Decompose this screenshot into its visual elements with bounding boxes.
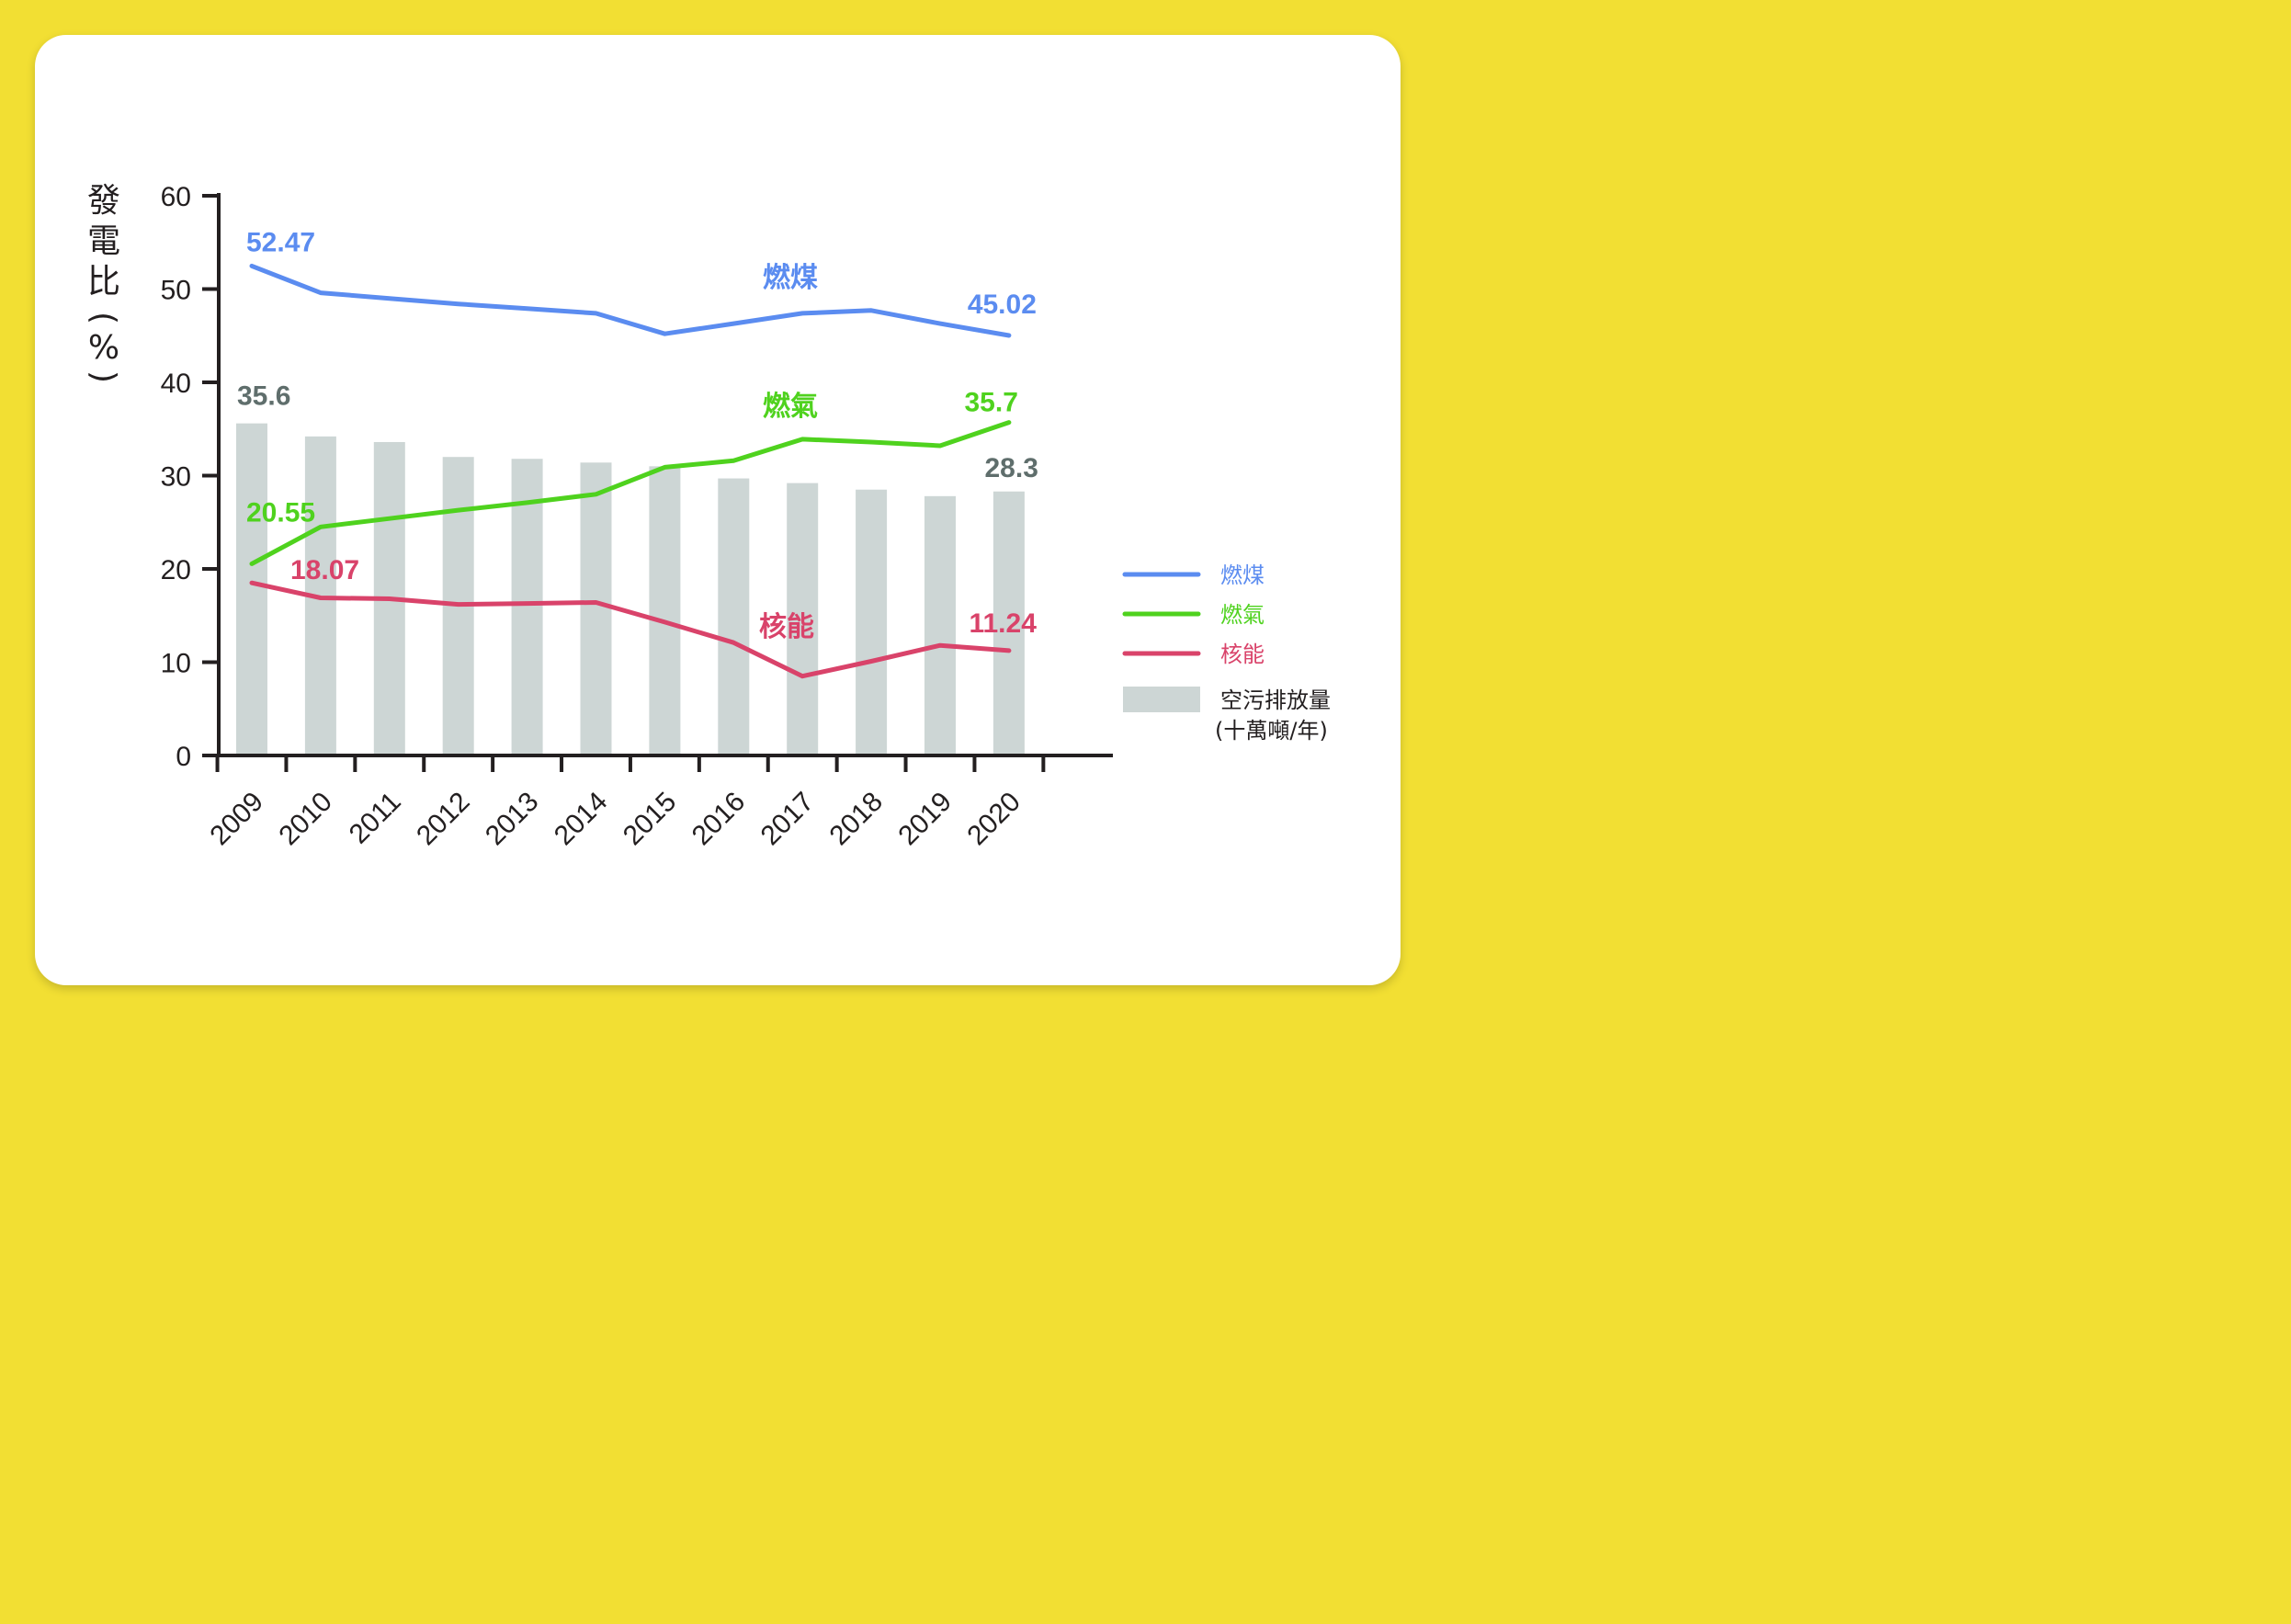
gas-last-label: 35.7 <box>965 388 1018 418</box>
x-tick-label: 2013 <box>480 787 545 852</box>
x-tick-label: 2014 <box>549 787 614 852</box>
y-axis-title-char: 電 <box>87 222 120 260</box>
y-tick-label: 20 <box>161 555 191 585</box>
y-tick-label: 0 <box>176 742 191 772</box>
emission-bar <box>992 491 1025 755</box>
emission-bar <box>856 489 888 755</box>
coal-series-label: 燃煤 <box>763 262 818 294</box>
y-tick-label: 30 <box>161 462 191 493</box>
coal-last-label: 45.02 <box>968 290 1037 320</box>
legend-label-coal: 燃煤 <box>1220 562 1265 588</box>
x-tick-label: 2017 <box>755 787 821 852</box>
y-tick-label: 40 <box>161 369 191 399</box>
emission-bar <box>787 483 819 755</box>
emission-bar <box>924 495 956 755</box>
x-tick-label: 2019 <box>892 787 958 852</box>
x-tick-label: 2018 <box>824 787 890 852</box>
y-axis-title-char: % <box>88 329 119 367</box>
x-tick-label: 2009 <box>204 787 269 852</box>
gas-first-label: 20.55 <box>246 497 315 528</box>
legend-label-nuclear: 核能 <box>1220 642 1265 667</box>
x-tick-label: 2011 <box>344 787 407 850</box>
gas-series-label: 燃氣 <box>763 391 818 423</box>
coal-first-label: 52.47 <box>246 227 315 257</box>
legend-label-emission: 空污排放量 <box>1220 687 1331 713</box>
legend-swatch-emission <box>1123 687 1200 712</box>
x-tick-label: 2016 <box>686 787 752 852</box>
x-tick-label: 2020 <box>961 787 1026 852</box>
x-tick-label: 2015 <box>618 787 683 852</box>
bar-first-label: 35.6 <box>237 381 290 412</box>
emission-bar <box>580 462 612 755</box>
series-line-gas <box>249 420 1012 566</box>
nuclear-first-label: 18.07 <box>290 555 359 585</box>
series-line-nuclear <box>249 580 1012 679</box>
chart-card: 0 10 20 30 40 50 60 2009 2010 2011 2012 2013 2014 201… <box>35 35 1401 985</box>
y-axis-title-char: ( <box>85 312 122 324</box>
y-axis-title-char: 比 <box>87 263 120 301</box>
x-tick-label: 2012 <box>411 787 476 852</box>
series-line-coal <box>249 263 1012 338</box>
nuclear-last-label: 11.24 <box>969 608 1037 639</box>
y-tick-label: 50 <box>161 276 191 306</box>
emission-bar <box>718 478 750 755</box>
y-tick-label: 10 <box>161 649 191 679</box>
emission-bar <box>236 423 267 755</box>
x-tick-label: 2010 <box>273 787 338 852</box>
nuclear-series-label: 核能 <box>759 611 814 643</box>
emission-bar <box>649 466 681 755</box>
legend-label-emission-unit: (十萬噸/年) <box>1215 718 1328 744</box>
emission-bar <box>511 459 543 755</box>
y-tick-label: 60 <box>161 182 191 212</box>
y-axis-title-char: ) <box>85 370 122 383</box>
y-axis-title-char: 發 <box>87 182 120 220</box>
legend-label-gas: 燃氣 <box>1220 602 1265 628</box>
bar-last-label: 28.3 <box>985 453 1038 483</box>
